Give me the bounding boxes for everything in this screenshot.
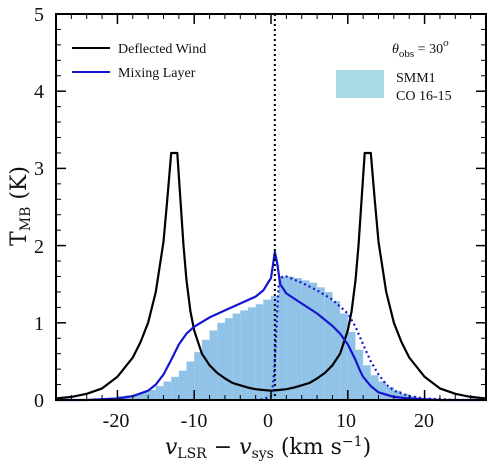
x-tick-label: -20 (103, 410, 130, 432)
histogram-bar (178, 370, 187, 400)
histogram-bar (324, 291, 333, 400)
histogram-bar (378, 381, 387, 400)
histogram-bar (255, 304, 264, 400)
legend-label-co: CO 16-15 (396, 89, 452, 104)
histogram-bar (171, 376, 179, 400)
plot-layer (55, 13, 487, 402)
histogram-bar (217, 322, 225, 400)
histogram-bar (286, 276, 295, 400)
legend-label-deflected-wind: Deflected Wind (118, 42, 206, 57)
x-tick-label: 0 (263, 410, 273, 432)
histogram-bar (148, 389, 156, 400)
x-tick-label: 10 (336, 410, 356, 432)
histogram-bar (240, 310, 248, 400)
histogram-bar (393, 390, 402, 400)
histogram-bar (355, 349, 364, 400)
y-tick-label: 4 (34, 81, 44, 103)
histogram-bar (370, 375, 379, 400)
y-tick-labels: 0 1 2 3 4 5 (34, 4, 44, 412)
y-tick-label: 3 (34, 158, 44, 180)
histogram-bar (309, 282, 318, 400)
x-axis-title: vLSR − vsys (km s−1) (165, 434, 371, 462)
histogram-bar (232, 313, 241, 400)
histogram-bar (132, 393, 141, 400)
y-tick-label: 1 (34, 313, 44, 335)
y-axis-title: TMB (K) (7, 166, 34, 246)
histogram-bar (271, 295, 279, 400)
histogram-bar (317, 287, 325, 400)
histogram-bar (201, 339, 210, 400)
legend-label-mixing-layer: Mixing Layer (118, 66, 196, 81)
series-line-1 (56, 250, 486, 402)
histogram-bar (386, 386, 394, 400)
x-tick-label: -10 (181, 410, 208, 432)
histogram-bar (294, 278, 302, 400)
legend: Deflected Wind Mixing Layer SMM1 CO 16-1… (72, 42, 452, 104)
series-line-2 (255, 275, 456, 402)
y-tick-label: 2 (34, 236, 44, 258)
histogram-bar (209, 330, 218, 400)
histogram-bar (263, 299, 271, 400)
y-tick-label: 5 (34, 4, 44, 26)
histogram-bar (247, 307, 256, 400)
x-tick-label: 20 (414, 410, 434, 432)
histogram-bar (332, 301, 341, 400)
histogram-bar (401, 393, 410, 400)
x-tick-labels: -20 -10 0 10 20 (103, 410, 434, 432)
histogram-bar (140, 392, 149, 400)
histogram-bar (347, 332, 356, 400)
histogram-bar (194, 352, 202, 400)
legend-label-smm1: SMM1 (396, 71, 436, 86)
histogram-bar (163, 381, 172, 400)
histogram-bar (301, 280, 310, 400)
legend-patch-smm1 (336, 70, 384, 98)
histogram-bar (186, 361, 195, 400)
theta-annotation: θobs = 30o (392, 37, 449, 60)
y-tick-label: 0 (34, 390, 44, 412)
histogram-bar (224, 318, 233, 400)
histogram-bar (340, 313, 348, 400)
histogram-bar (155, 386, 164, 400)
histogram-bar (278, 276, 287, 400)
